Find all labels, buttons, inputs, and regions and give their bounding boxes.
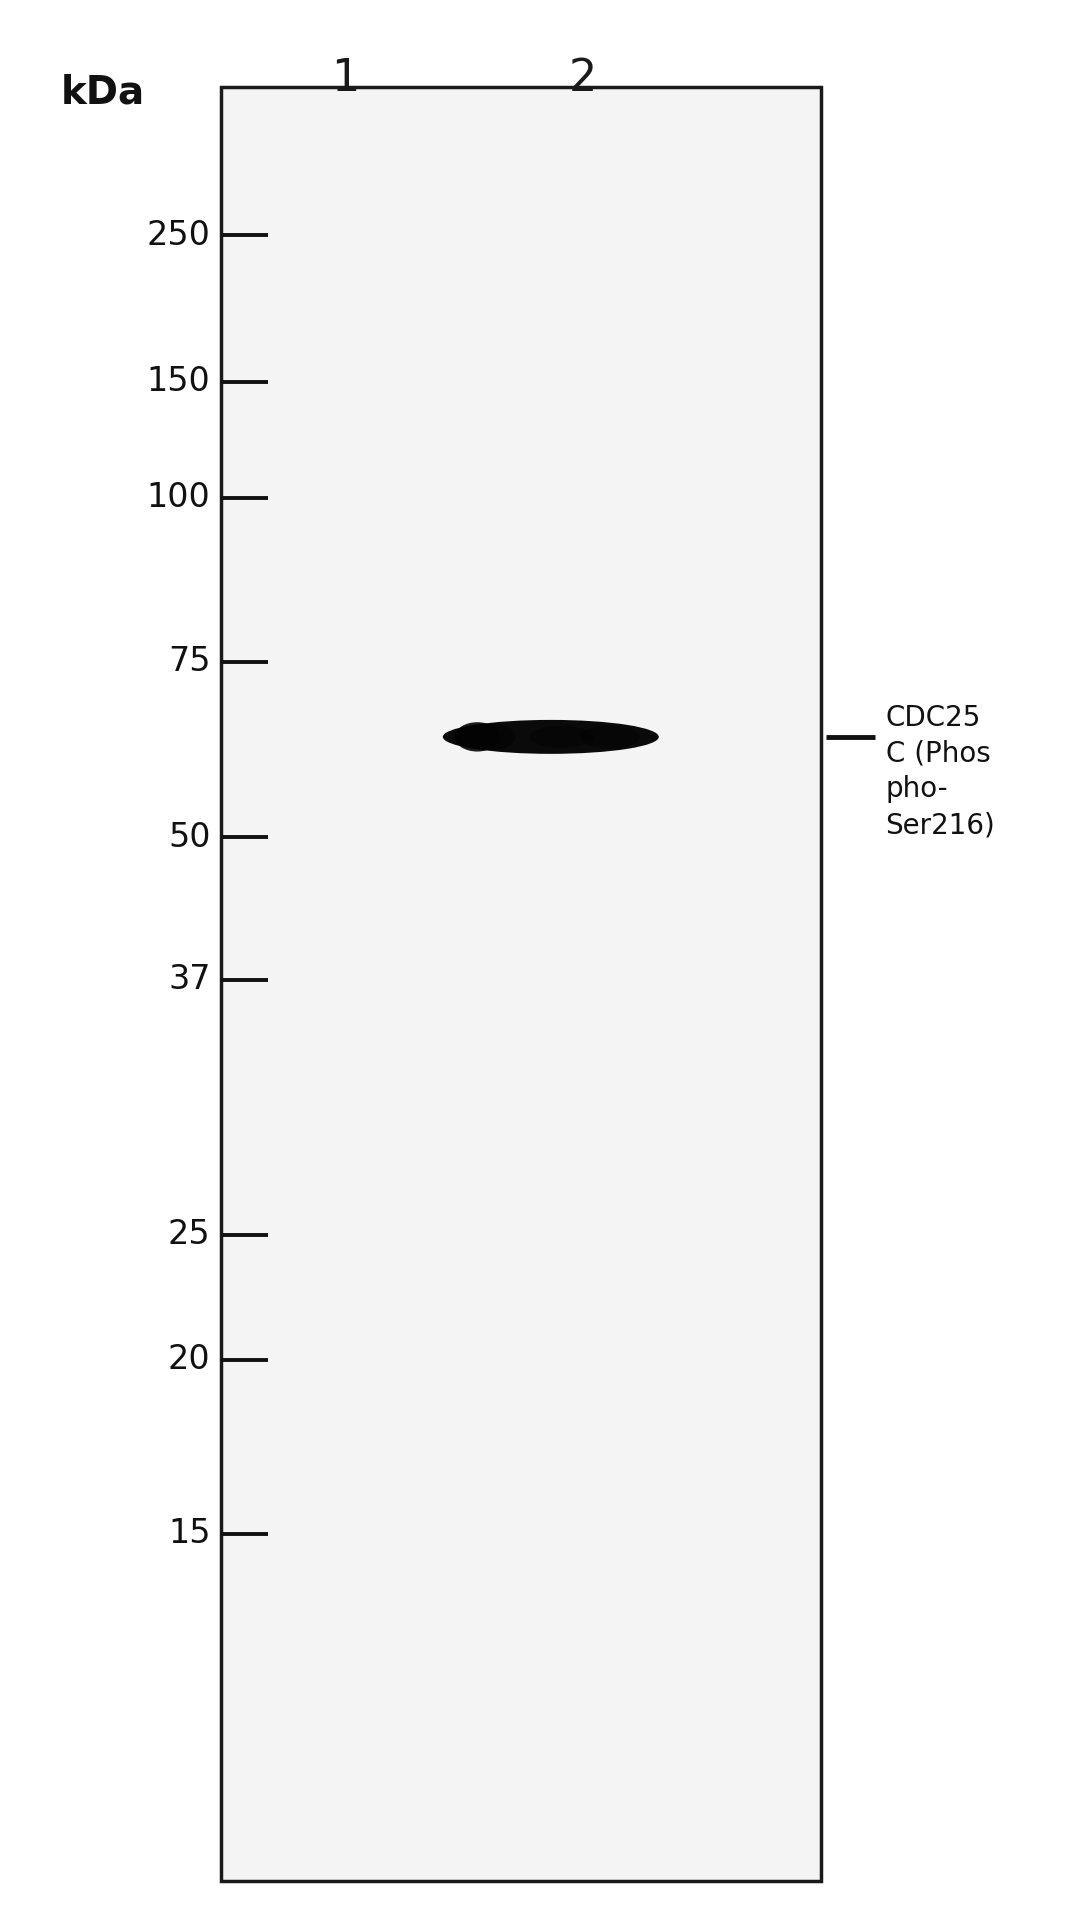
Ellipse shape: [455, 721, 500, 752]
Text: 20: 20: [168, 1343, 211, 1377]
Ellipse shape: [443, 720, 659, 754]
Bar: [221, 87, 821, 1881]
Text: 75: 75: [168, 644, 211, 679]
Text: kDa: kDa: [60, 73, 145, 112]
Ellipse shape: [581, 725, 640, 748]
Text: 2: 2: [569, 58, 597, 100]
Ellipse shape: [474, 723, 515, 750]
Text: CDC25
C (Phos
pho-
Ser216): CDC25 C (Phos pho- Ser216): [886, 704, 996, 839]
Text: 1: 1: [332, 58, 360, 100]
Text: 15: 15: [168, 1516, 211, 1551]
Text: 250: 250: [147, 218, 211, 253]
Text: 25: 25: [168, 1217, 211, 1252]
Text: 150: 150: [147, 365, 211, 399]
Ellipse shape: [529, 725, 594, 748]
Text: 50: 50: [168, 820, 211, 855]
Text: 37: 37: [168, 963, 211, 997]
Text: 100: 100: [147, 480, 211, 515]
